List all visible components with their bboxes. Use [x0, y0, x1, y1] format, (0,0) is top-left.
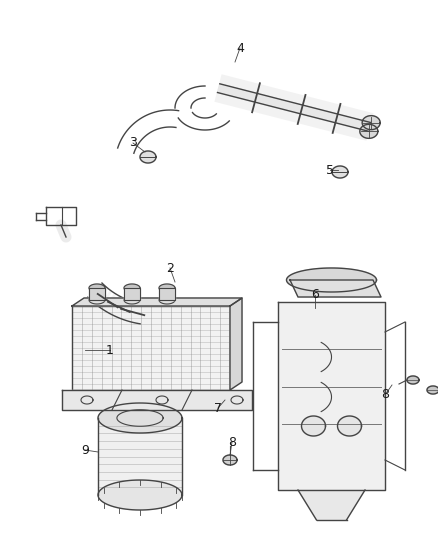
Polygon shape	[231, 396, 243, 404]
Text: 8: 8	[381, 389, 389, 401]
Polygon shape	[72, 306, 230, 390]
Polygon shape	[109, 296, 120, 314]
Polygon shape	[360, 124, 378, 139]
Polygon shape	[104, 293, 116, 311]
Text: 9: 9	[81, 443, 89, 456]
Polygon shape	[427, 386, 438, 394]
Polygon shape	[407, 376, 419, 384]
Polygon shape	[362, 116, 380, 130]
Polygon shape	[230, 298, 242, 390]
Polygon shape	[290, 280, 381, 297]
Polygon shape	[338, 416, 361, 436]
Polygon shape	[99, 290, 112, 308]
Polygon shape	[89, 284, 105, 292]
Polygon shape	[298, 490, 365, 520]
Polygon shape	[98, 480, 182, 510]
Polygon shape	[124, 284, 140, 292]
Text: 5: 5	[326, 164, 334, 176]
Text: 1: 1	[106, 343, 114, 357]
Polygon shape	[89, 284, 104, 300]
Polygon shape	[72, 298, 242, 306]
Polygon shape	[132, 303, 138, 322]
Polygon shape	[278, 302, 385, 490]
Polygon shape	[159, 288, 175, 300]
Polygon shape	[98, 403, 182, 433]
Polygon shape	[159, 284, 175, 292]
Polygon shape	[94, 287, 108, 304]
Polygon shape	[81, 396, 93, 404]
Polygon shape	[223, 455, 237, 465]
Polygon shape	[156, 396, 168, 404]
Polygon shape	[124, 288, 140, 300]
Polygon shape	[115, 298, 125, 317]
Text: 6: 6	[311, 288, 319, 302]
Polygon shape	[62, 390, 252, 410]
Polygon shape	[332, 166, 348, 178]
Polygon shape	[120, 300, 129, 319]
Polygon shape	[126, 302, 134, 321]
Text: 8: 8	[228, 435, 236, 448]
Polygon shape	[301, 416, 325, 436]
Text: 3: 3	[129, 136, 137, 149]
Text: 7: 7	[214, 401, 222, 415]
Text: 2: 2	[166, 262, 174, 274]
Text: 4: 4	[236, 42, 244, 54]
Polygon shape	[98, 418, 182, 495]
Polygon shape	[89, 288, 105, 300]
Polygon shape	[138, 304, 143, 324]
Polygon shape	[286, 268, 377, 292]
Polygon shape	[140, 151, 156, 163]
